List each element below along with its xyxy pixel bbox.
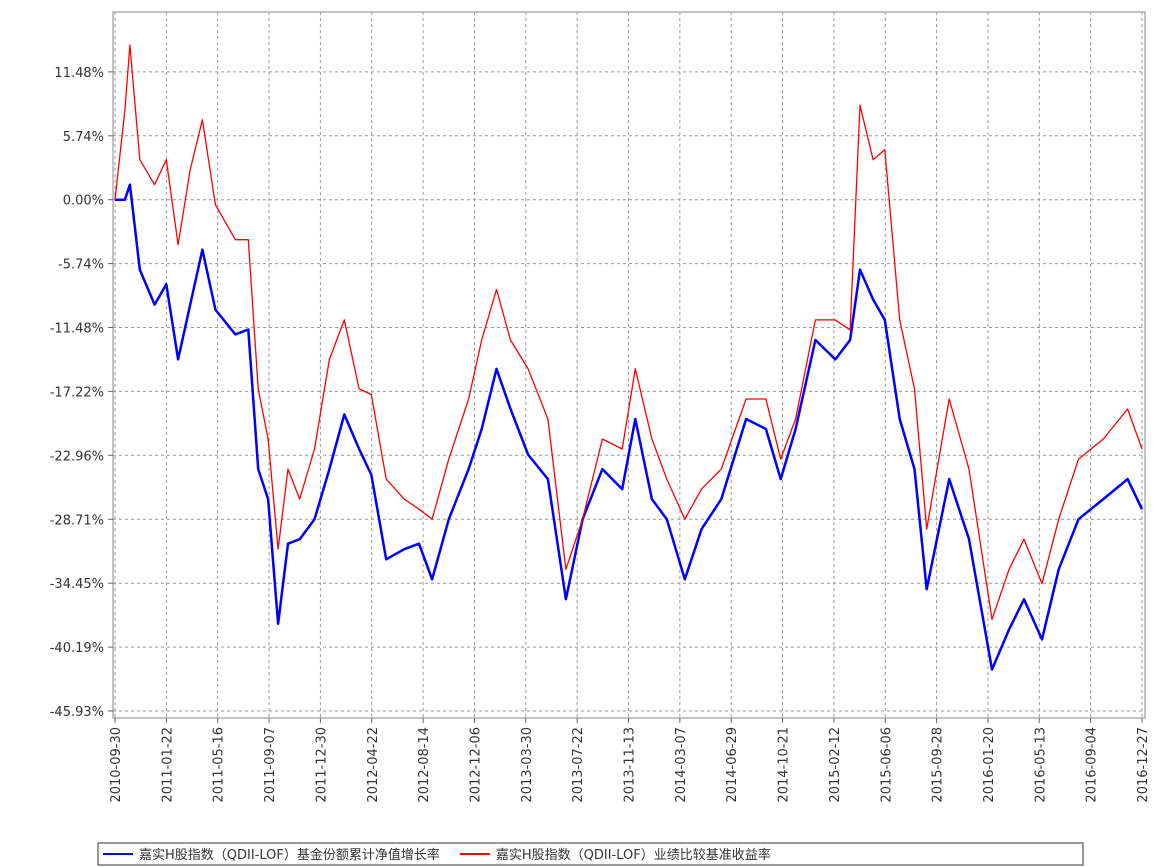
y-tick-label: -22.96%	[50, 449, 104, 464]
y-tick-label: -34.45%	[50, 577, 104, 592]
x-tick-label: 2012-08-14	[417, 727, 432, 803]
x-tick-label: 2012-12-06	[468, 727, 483, 803]
x-tick-label: 2013-07-22	[571, 727, 586, 803]
y-tick-label: 5.74%	[63, 130, 104, 145]
x-tick-label: 2015-09-28	[931, 727, 946, 803]
x-tick-label: 2013-11-13	[623, 727, 638, 803]
x-tick-label: 2016-01-20	[982, 727, 997, 803]
x-tick-label: 2010-09-30	[109, 727, 124, 803]
x-tick-label: 2016-12-27	[1136, 727, 1151, 803]
y-tick-label: -17.22%	[50, 385, 104, 400]
x-tick-label: 2016-09-04	[1085, 727, 1100, 803]
x-tick-label: 2014-06-29	[725, 727, 740, 803]
legend-box	[97, 842, 1084, 866]
y-tick-label: -45.93%	[50, 705, 104, 720]
y-tick-label: 11.48%	[54, 66, 104, 81]
series-line	[114, 44, 1143, 621]
y-tick-label: -28.71%	[50, 513, 104, 528]
x-tick-label: 2013-03-30	[520, 727, 535, 803]
x-tick-label: 2014-10-21	[777, 727, 792, 803]
x-tick-label: 2012-04-22	[366, 727, 381, 803]
x-tick-label: 2011-05-16	[212, 727, 227, 803]
x-tick-label: 2011-01-22	[160, 727, 175, 803]
x-tick-label: 2011-09-07	[263, 727, 278, 803]
x-tick-label: 2015-02-12	[828, 727, 843, 803]
y-tick-label: -40.19%	[50, 641, 104, 656]
series-line	[115, 183, 1144, 671]
x-tick-label: 2011-12-30	[314, 727, 329, 803]
y-tick-label: -11.48%	[50, 321, 104, 336]
y-tick-label: 0.00%	[63, 194, 104, 209]
legend-label: 嘉实H股指数（QDII-LOF）业绩比较基准收益率	[496, 847, 771, 863]
x-tick-label: 2015-06-06	[879, 727, 894, 803]
y-tick-label: -5.74%	[58, 258, 104, 273]
x-tick-label: 2014-03-07	[674, 727, 689, 803]
legend-label: 嘉实H股指数（QDII-LOF）基金份额累计净值增长率	[139, 847, 440, 863]
x-tick-label: 2016-05-13	[1033, 727, 1048, 803]
